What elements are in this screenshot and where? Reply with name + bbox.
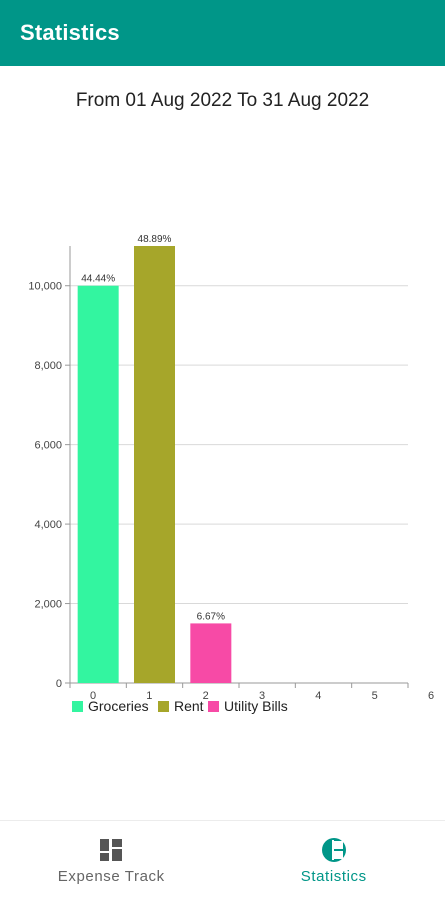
pie-chart-icon [321, 836, 347, 864]
x-tick-label: 3 [259, 690, 265, 702]
legend-swatch [72, 701, 83, 712]
x-tick-label: 2 [203, 690, 209, 702]
x-tick-label: 5 [372, 690, 378, 702]
bar-1 [134, 246, 175, 683]
bottom-navigation: Expense Track Statistics [0, 820, 445, 900]
nav-label-expense-track: Expense Track [57, 868, 165, 885]
date-range-label: From 01 Aug 2022 To 31 Aug 2022 [75, 90, 370, 111]
page-title: Statistics [20, 20, 120, 45]
y-tick-label: 8,000 [34, 360, 62, 372]
bar-chart: 0 2,000 4,000 6,000 8,000 10,000 0 1 2 3 4 5 6 44.44%… [28, 234, 434, 714]
y-tick-label: 6,000 [34, 440, 62, 452]
legend-label: Groceries [88, 698, 149, 714]
legend-label: Utility Bills [224, 698, 288, 714]
legend-swatch [208, 701, 219, 712]
x-tick-label: 1 [146, 690, 152, 702]
app-bar: Statistics [0, 0, 445, 66]
bar-2 [190, 623, 232, 683]
bar-0 [77, 285, 119, 683]
legend-swatch [158, 701, 169, 712]
y-tick-label: 10,000 [28, 281, 62, 293]
y-tick-label: 0 [56, 678, 62, 690]
bar-data-label: 6.67% [197, 611, 225, 622]
x-tick-label: 0 [90, 690, 96, 702]
x-tick-label: 4 [315, 690, 321, 702]
legend-label: Rent [174, 698, 204, 714]
nav-item-expense-track[interactable]: Expense Track [0, 821, 223, 900]
y-tick-label: 2,000 [34, 599, 62, 611]
dashboard-icon [99, 836, 123, 864]
nav-item-statistics[interactable]: Statistics [223, 821, 445, 900]
bar-data-label: 48.89% [138, 234, 172, 245]
y-tick-label: 4,000 [34, 519, 62, 531]
nav-label-statistics: Statistics [300, 868, 367, 885]
x-tick-label: 6 [428, 690, 434, 702]
bar-data-label: 44.44% [81, 274, 115, 285]
